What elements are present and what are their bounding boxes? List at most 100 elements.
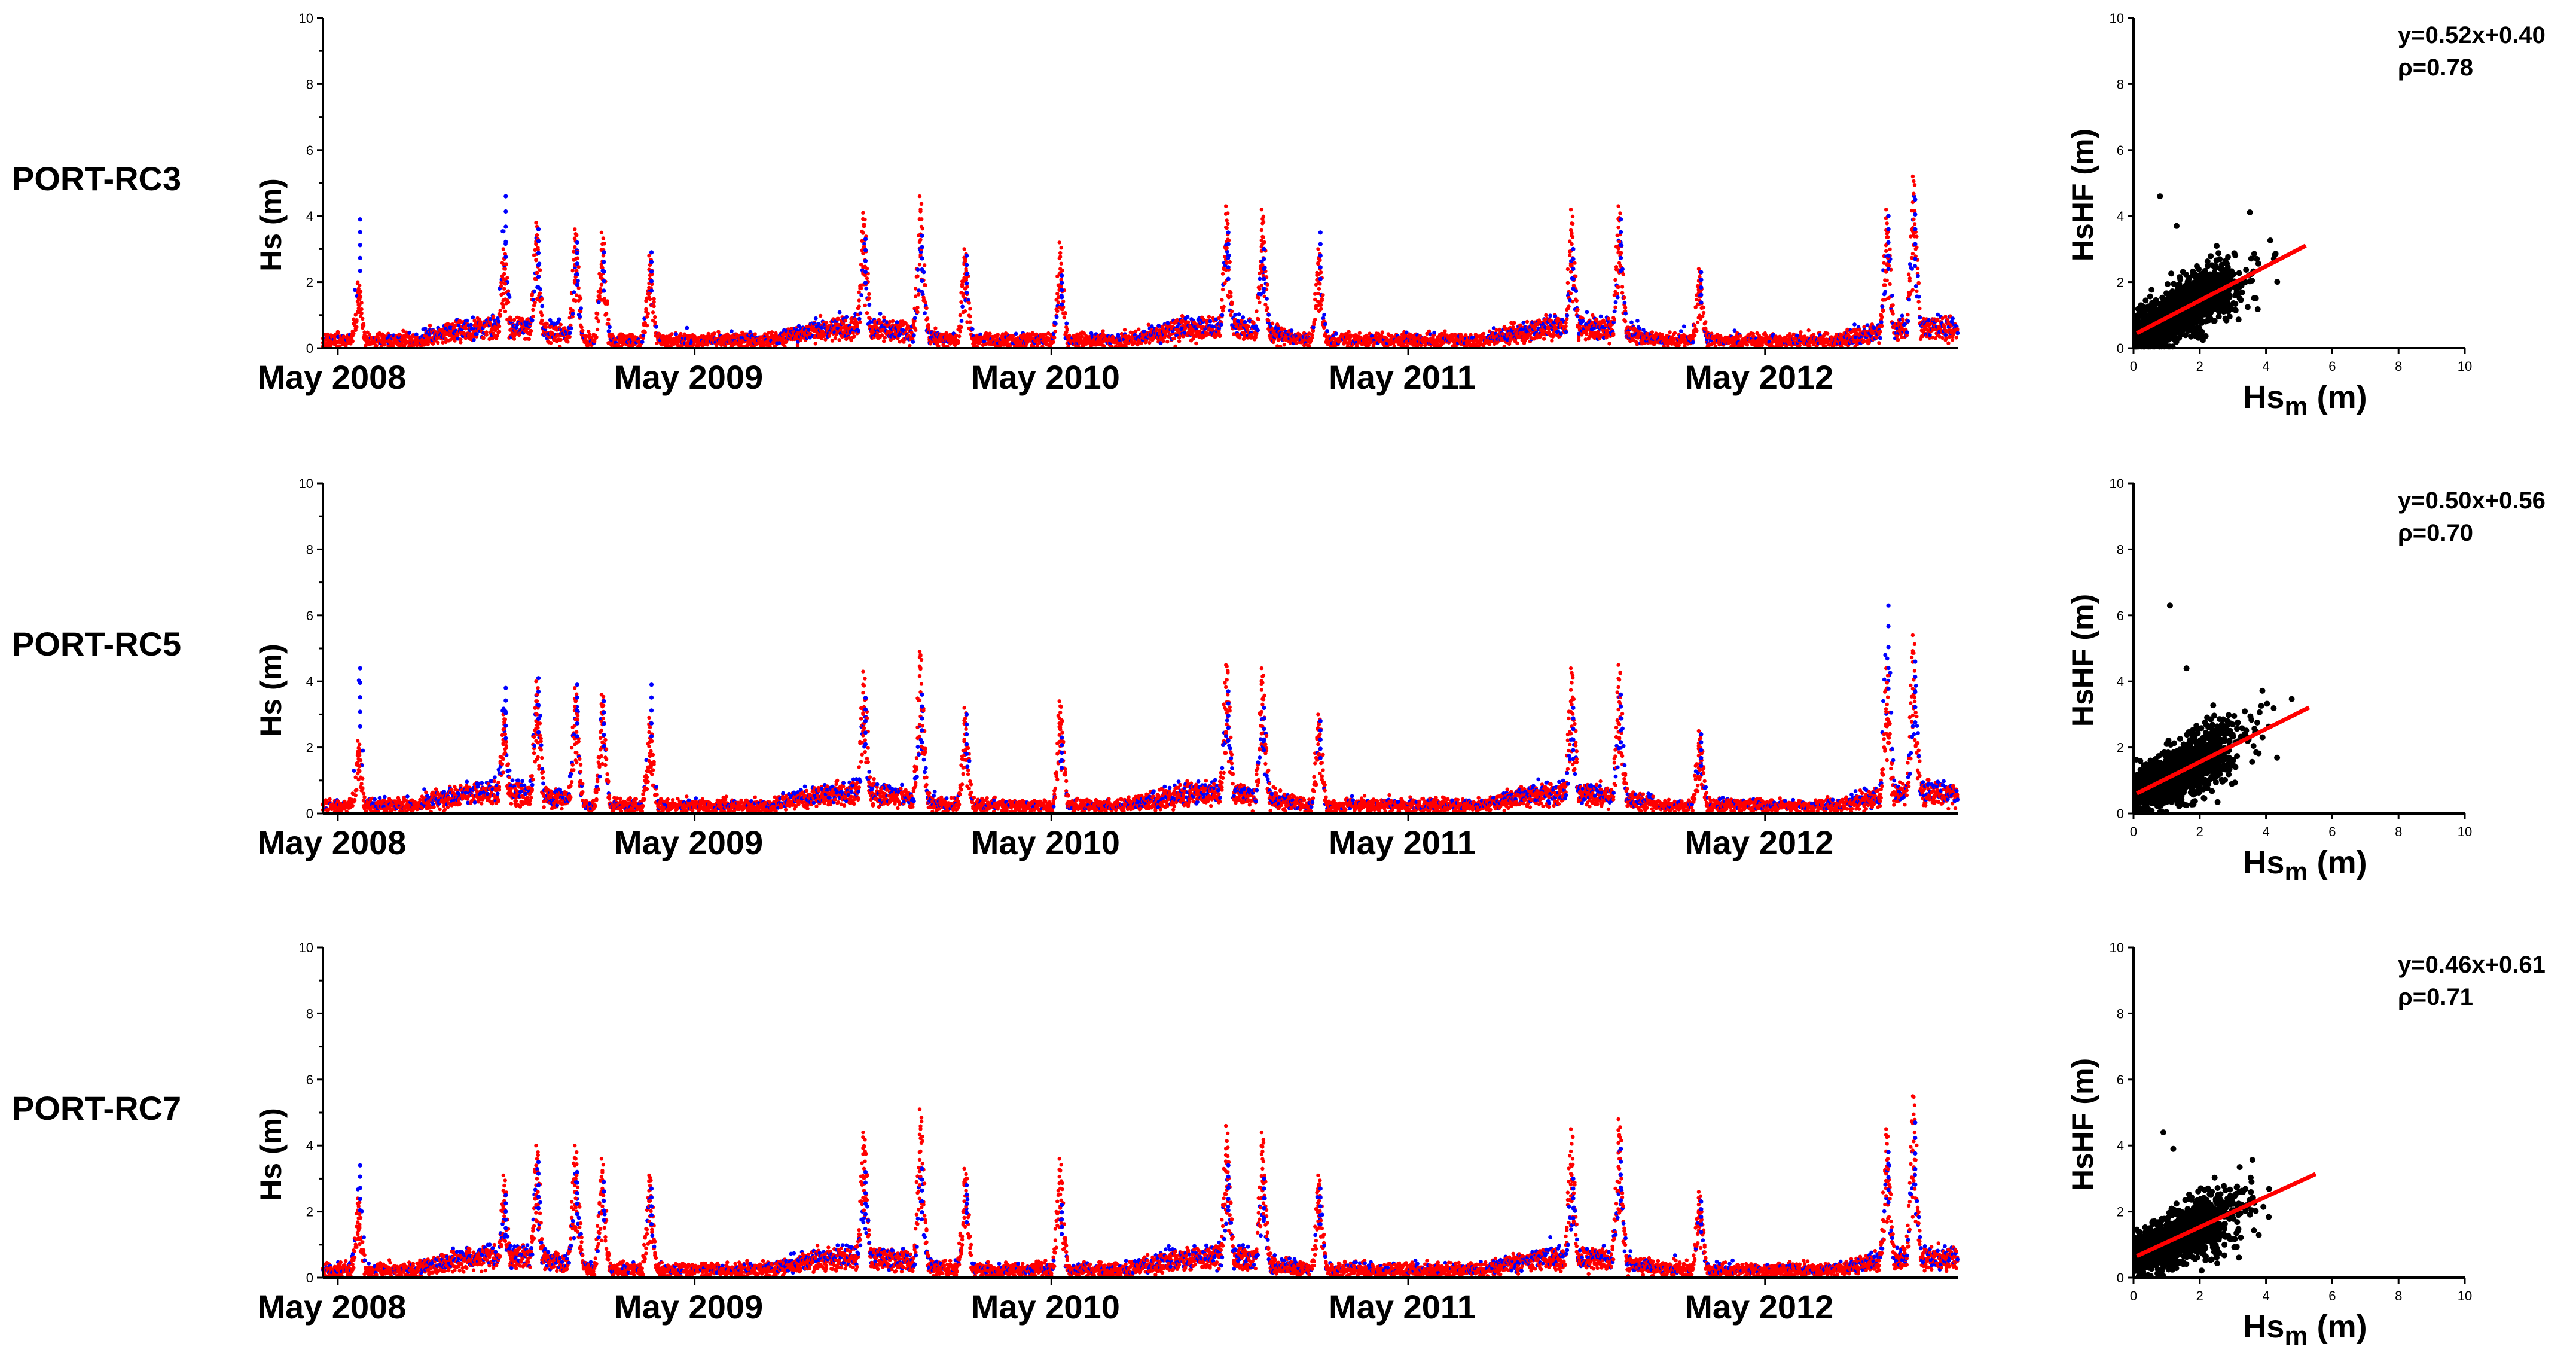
hs-hf-point [572, 290, 576, 294]
hs-model-point [646, 312, 650, 316]
hs-model-point [459, 340, 463, 345]
hs-model-point [924, 306, 929, 310]
hs-model-point [404, 330, 408, 334]
hs-model-point [579, 325, 584, 330]
hs-model-point [851, 331, 856, 335]
hs-model-point [604, 312, 609, 316]
hs-hf-point [859, 293, 863, 297]
hs-hf-point [469, 322, 473, 327]
hs-model-point [1051, 340, 1055, 344]
hs-model-point [1576, 338, 1581, 342]
hs-hf-point [912, 333, 916, 337]
hs-model-point [528, 332, 532, 337]
hs-model-point [1217, 333, 1222, 337]
hs-model-point [558, 322, 563, 327]
hs-model-point [915, 274, 920, 278]
hs-model-point [926, 322, 931, 327]
hs-model-point [1056, 300, 1061, 304]
hs-hf-point [674, 332, 678, 336]
hs-model-point [956, 339, 960, 343]
hs-hf-point [532, 289, 536, 294]
hs-model-point [567, 334, 572, 339]
hs-model-point [566, 340, 570, 344]
hs-model-point [1220, 287, 1225, 292]
hs-model-point [865, 276, 869, 281]
hs-model-point [1606, 316, 1611, 321]
hs-model-point [652, 304, 656, 309]
hs-hf-point [878, 312, 883, 316]
hs-model-point [917, 292, 921, 297]
hs-hf-point [1241, 315, 1246, 319]
hs-model-point [1615, 292, 1619, 296]
hs-model-point [1565, 281, 1570, 285]
hs-model-point [512, 337, 517, 341]
hs-model-point [1253, 335, 1258, 339]
hs-model-point [1065, 328, 1070, 332]
hs-model-point [1672, 331, 1677, 335]
hs-hf-point [844, 315, 849, 319]
hs-model-point [852, 334, 856, 339]
hs-model-point [933, 326, 938, 330]
hs-model-point [653, 315, 657, 319]
hs-model-point [923, 300, 928, 304]
hs-model-point [957, 334, 962, 339]
hs-model-point [1347, 330, 1351, 334]
hs-model-point [498, 308, 502, 313]
hs-model-point [968, 307, 972, 311]
hs-model-point [1319, 303, 1323, 307]
hs-model-point [1220, 298, 1224, 302]
hs-model-point [818, 313, 823, 318]
hs-model-point [374, 343, 379, 348]
hs-model-point [1229, 291, 1233, 295]
hs-model-point [495, 333, 499, 337]
hs-model-point [540, 318, 544, 322]
hs-model-point [1055, 291, 1060, 296]
hs-model-point [1568, 291, 1573, 295]
hs-model-point [1564, 321, 1568, 325]
hs-hf-point [911, 340, 915, 344]
hs-hf-point [1256, 328, 1260, 333]
hs-hf-point [1237, 312, 1241, 316]
hs-hf-point [567, 331, 572, 336]
hs-model-point [1161, 339, 1165, 343]
hs-hf-point [1233, 313, 1237, 317]
hs-model-point [1226, 221, 1230, 226]
hs-hf-point [730, 329, 734, 333]
hs-model-point [441, 340, 445, 345]
hs-model-point [1252, 321, 1256, 325]
hs-hf-point [606, 329, 611, 333]
hs-hf-point [530, 318, 535, 322]
hs-model-point [1313, 318, 1317, 322]
hs-hf-point [507, 295, 512, 299]
hs-model-point [527, 337, 531, 341]
hs-model-point [1256, 317, 1260, 321]
hs-model-point [359, 307, 364, 312]
hs-hf-point [837, 310, 842, 315]
hs-model-point [923, 283, 928, 287]
hs-model-point [1265, 282, 1269, 287]
hs-model-point [1229, 294, 1233, 298]
hs-model-point [540, 297, 544, 301]
hs-model-point [1515, 341, 1519, 346]
hs-hf-point [1258, 276, 1262, 281]
hs-hf-point [1322, 312, 1327, 317]
hs-model-point [581, 328, 585, 333]
hs-hf-point [1598, 314, 1603, 319]
hs-model-point [1623, 319, 1628, 324]
hs-hf-point [465, 318, 469, 323]
hs-model-point [1613, 305, 1617, 309]
hs-model-point [1525, 319, 1530, 324]
hs-model-point [595, 312, 600, 316]
hs-model-point [332, 335, 337, 339]
hs-model-point [335, 331, 340, 336]
hs-model-point [890, 319, 895, 323]
hs-model-point [963, 309, 967, 313]
hs-model-point [503, 309, 508, 313]
hs-hf-point [1243, 320, 1247, 324]
hs-hf-point [1289, 328, 1294, 333]
hs-model-point [471, 334, 476, 339]
hs-model-point [459, 337, 463, 342]
hs-model-point [968, 315, 972, 319]
hs-model-point [959, 325, 963, 330]
hs-model-point [770, 330, 774, 334]
